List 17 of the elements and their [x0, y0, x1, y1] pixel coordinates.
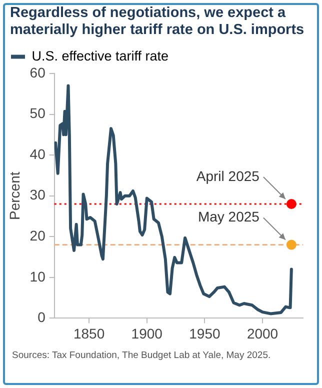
annotation: April 2025	[196, 168, 260, 184]
chart-title: Regardless of negotiations, we expect a materially higher tariff rate on U.S. imports	[10, 5, 306, 39]
y-tick-label: 40	[30, 146, 46, 162]
y-tick-label: 20	[30, 227, 46, 244]
x-tick-label: 1900	[131, 325, 163, 342]
source-note: Sources: Tax Foundation, The Budget Lab at Yale, May 2025.	[12, 350, 272, 361]
legend-label: U.S. effective tariff rate	[32, 48, 169, 64]
x-tick-label: 1850	[73, 325, 105, 342]
y-tick-label: 50	[30, 105, 46, 122]
y-tick-label: 0	[38, 309, 46, 326]
x-tick-label: 1950	[189, 325, 220, 342]
y-tick-label: 30	[30, 186, 46, 203]
y-tick-label: 60	[30, 64, 46, 80]
y-axis-title: Percent	[6, 172, 22, 220]
y-tick-label: 10	[30, 268, 46, 284]
x-tick-label: 2000	[246, 325, 278, 342]
annotation: May 2025	[198, 208, 260, 225]
